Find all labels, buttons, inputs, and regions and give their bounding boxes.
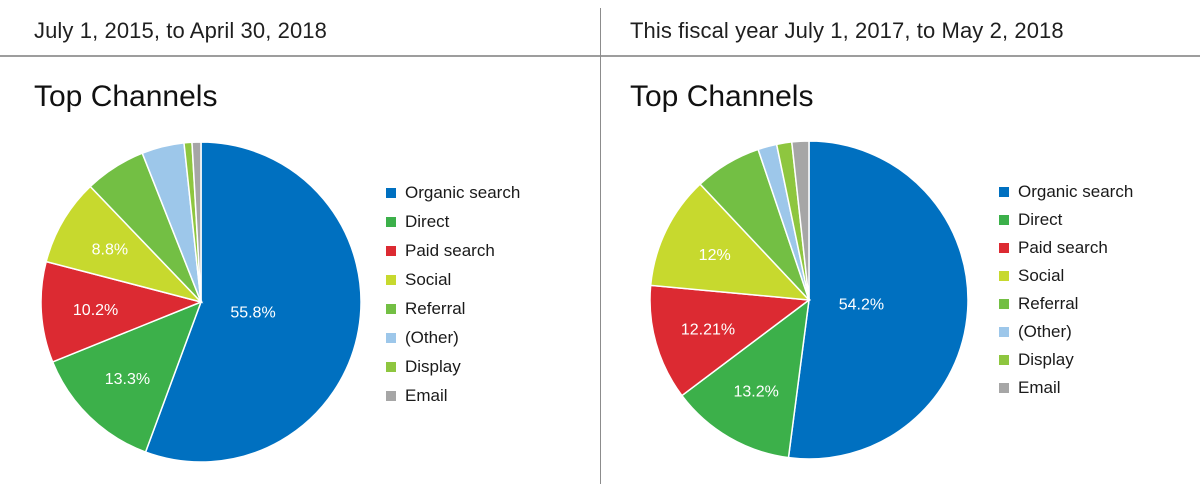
legend-swatch [386, 187, 396, 198]
legend-item: Organic search [999, 178, 1133, 206]
legend-item: Direct [386, 207, 520, 236]
chart-title: Top Channels [630, 80, 814, 113]
legend-swatch [999, 355, 1009, 365]
pie-slice-organic-search [787, 140, 969, 460]
legend-label: Referral [405, 298, 466, 318]
legend-swatch [386, 216, 396, 227]
pie-data-label: 12% [699, 247, 731, 264]
pie-data-label: 55.8% [230, 304, 275, 321]
legend-item: Referral [999, 290, 1133, 318]
date-range-label: July 1, 2015, to April 30, 2018 [34, 18, 327, 43]
pie-data-label: 13.2% [734, 384, 779, 401]
pie-slice-social [45, 185, 204, 304]
legend-swatch [386, 332, 396, 343]
chart-title: Top Channels [34, 80, 218, 113]
legend-swatch [999, 299, 1009, 309]
legend-item: Paid search [386, 236, 520, 265]
pie-slice-social [649, 183, 811, 301]
legend-label: (Other) [405, 327, 459, 347]
pie-slice-email [790, 140, 810, 301]
legend-label: Email [405, 385, 448, 405]
pie-data-label: 13.3% [105, 371, 150, 388]
legend-swatch [999, 271, 1009, 281]
legend-label: Paid search [405, 240, 495, 260]
legend-label: Referral [1018, 294, 1079, 313]
legend-swatch [999, 243, 1009, 253]
pie-slice-paid-search [649, 284, 812, 397]
legend-label: (Other) [1018, 322, 1072, 341]
legend-swatch [386, 245, 396, 256]
legend-swatch [386, 303, 396, 314]
legend-label: Social [405, 269, 452, 289]
legend-item: Email [386, 381, 520, 410]
legend-swatch [386, 274, 396, 285]
legend-item: Paid search [999, 234, 1133, 262]
legend-swatch [386, 390, 396, 401]
pie-chart: 55.8% 13.3% 10.2% 8.8% [40, 141, 362, 463]
pie-slice-organic-search [144, 141, 362, 463]
panel-divider [600, 8, 601, 484]
legend-swatch [999, 383, 1009, 393]
pie-slice-email [191, 141, 202, 303]
chart-panel-left: July 1, 2015, to April 30, 2018 Top Chan… [0, 18, 600, 463]
chart-legend: Organic search Direct Paid search Social Ref… [386, 178, 520, 410]
legend-label: Direct [1018, 210, 1063, 229]
legend-label: Email [1018, 378, 1061, 397]
header-divider [0, 55, 600, 57]
legend-label: Display [405, 356, 461, 376]
legend-item: Direct [999, 206, 1133, 234]
pie-data-label: 10.2% [73, 302, 118, 319]
legend-swatch [999, 327, 1009, 337]
legend-swatch [999, 215, 1009, 225]
legend-label: Organic search [405, 182, 521, 202]
pie-slice-direct [680, 298, 810, 459]
legend-item: (Other) [999, 318, 1133, 346]
legend-item: Organic search [386, 178, 520, 207]
legend-item: (Other) [386, 323, 520, 352]
pie-data-label: 8.8% [92, 242, 128, 259]
legend-label: Display [1018, 350, 1074, 369]
pie-data-label: 54.2% [839, 296, 884, 313]
pie-data-label: 12.21% [681, 322, 735, 339]
header-divider [601, 55, 1200, 57]
pie-slice-direct [51, 300, 203, 454]
legend-label: Social [1018, 266, 1065, 285]
pie-slice-paid-search [40, 260, 204, 363]
legend-swatch [999, 187, 1009, 197]
pie-chart: 54.2% 13.2% 12.21% 12% [649, 140, 969, 460]
legend-item: Referral [386, 294, 520, 323]
chart-legend: Organic search Direct Paid search Social Ref… [999, 178, 1133, 402]
date-range-label: This fiscal year July 1, 2017, to May 2,… [630, 18, 1064, 43]
legend-label: Direct [405, 211, 450, 231]
legend-item: Display [999, 346, 1133, 374]
legend-label: Paid search [1018, 238, 1108, 257]
legend-item: Email [999, 374, 1133, 402]
chart-panel-right: This fiscal year July 1, 2017, to May 2,… [601, 0, 1200, 490]
legend-item: Display [386, 352, 520, 381]
legend-label: Organic search [1018, 182, 1134, 201]
legend-swatch [386, 361, 396, 372]
legend-item: Social [999, 262, 1133, 290]
legend-item: Social [386, 265, 520, 294]
